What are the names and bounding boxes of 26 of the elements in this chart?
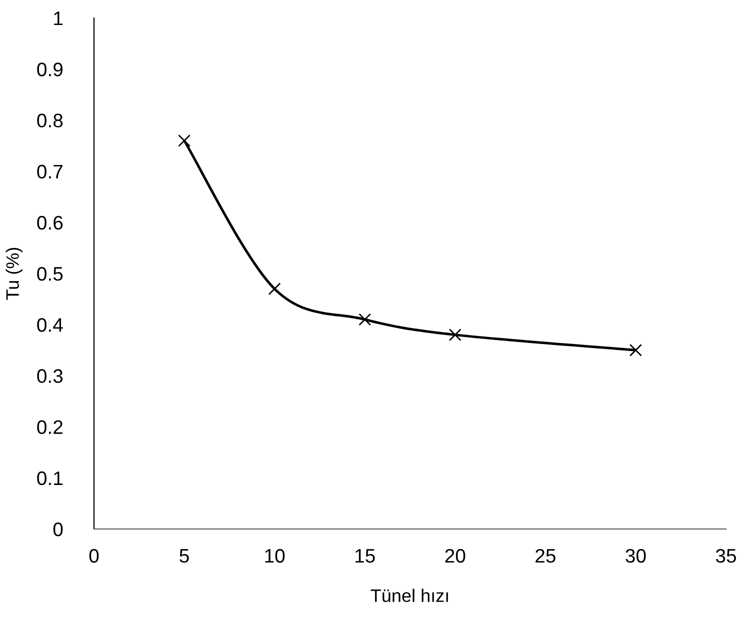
x-tick-label: 5 (180, 549, 189, 563)
point (178, 134, 191, 147)
y-tick-label: 0.2 (37, 420, 62, 434)
y-tick-label: 0.8 (37, 114, 63, 128)
y-axis-title: Tu (%) (6, 248, 23, 300)
x-axis-title: Tünel hızı (370, 588, 448, 602)
y-tick-label: 0.1 (37, 471, 62, 486)
x-tick-label: 25 (536, 548, 556, 563)
point (358, 313, 372, 326)
y-tick-label: 0.3 (37, 369, 63, 383)
y-tick-label: 0 (53, 522, 63, 536)
x-tick-label: 15 (356, 549, 375, 563)
x-tick-label: 10 (265, 548, 285, 563)
x-tick-label: 20 (445, 548, 466, 563)
y-tick-label: 0.7 (37, 164, 62, 179)
point (629, 344, 642, 356)
y-tick-label: 0.6 (37, 216, 63, 230)
y-tick-label: 0.5 (37, 266, 63, 281)
point (268, 282, 281, 296)
point (448, 328, 462, 342)
y-tick-label: 1 (54, 12, 62, 26)
y-tick-label: 0.4 (37, 318, 63, 332)
y-tick-label: 0.9 (37, 62, 63, 76)
x-tick-label: 0 (89, 548, 99, 563)
x-tick-label: 30 (626, 548, 646, 563)
x-tick-label: 35 (716, 548, 736, 563)
